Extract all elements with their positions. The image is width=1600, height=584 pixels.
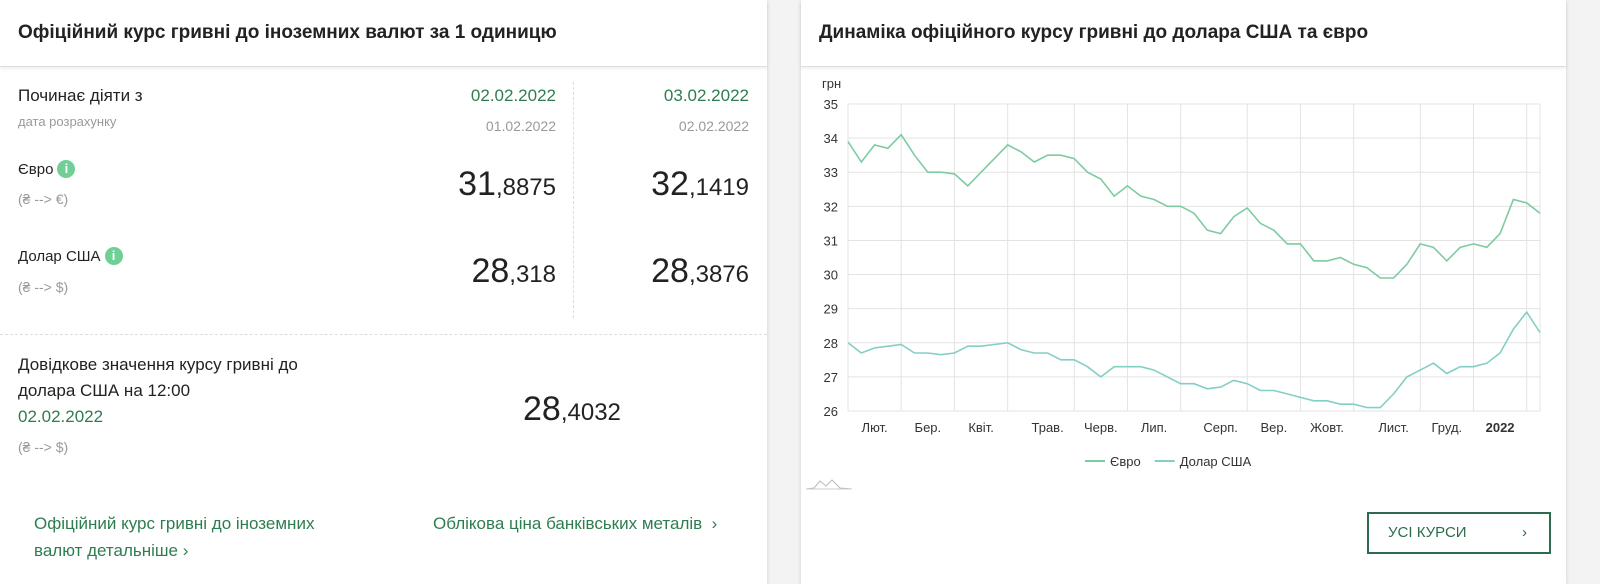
x-tick-label: Лист.: [1378, 420, 1408, 435]
row-label: Євро: [18, 161, 54, 178]
x-tick-label: Бер.: [915, 420, 942, 435]
col-date: 02.02.2022: [470, 86, 556, 105]
link[interactable]: Облікова ціна банківських металів ›: [433, 514, 718, 533]
link[interactable]: Офіційний курс гривні до іноземних валют …: [34, 514, 315, 560]
y-tick-label: 33: [824, 165, 838, 180]
col-date: 03.02.2022: [663, 86, 749, 105]
data-line: [847, 133, 1541, 279]
x-tick-label: Лип.: [1141, 420, 1167, 435]
data-line: [847, 310, 1541, 409]
button-label[interactable]: УСІ КУРСИ: [1388, 524, 1467, 541]
rate: 28,3876: [651, 252, 749, 291]
rate-fraction: ,3876: [688, 261, 749, 288]
y-tick-label: 31: [824, 233, 838, 248]
all-rates-button[interactable]: УСІ КУРСИ ›: [1367, 512, 1551, 554]
x-tick-label: Серп.: [1203, 420, 1238, 435]
x-tick-label: Квіт.: [968, 420, 994, 435]
y-tick-label: 32: [824, 199, 838, 214]
x-tick-label: Жовт.: [1310, 420, 1344, 435]
row-direction: (₴ --> €): [18, 191, 69, 207]
rate-whole: 31: [458, 165, 496, 203]
x-tick-label: 2022: [1486, 420, 1515, 435]
row-name: Долар США i: [18, 247, 123, 265]
rate-fraction: ,8875: [495, 174, 556, 201]
legend-label: Євро: [1110, 454, 1141, 469]
divider: [573, 82, 574, 318]
row-label: Долар США: [18, 248, 101, 265]
navigator-icon: [805, 479, 853, 490]
y-tick-label: 27: [824, 370, 838, 385]
chart: грн 26 27 28 29 30 31 32 33 34 35 Лют. Бер. Квіт. Тра…: [805, 76, 1541, 490]
y-tick-label: 30: [824, 268, 838, 283]
reference-text: Довідкове значення курсу гривні до: [18, 355, 298, 374]
reference-text: долара США на 12:00: [18, 381, 191, 400]
y-unit: грн: [822, 76, 841, 91]
y-tick-label: 34: [824, 131, 838, 146]
y-tick-label: 28: [824, 336, 838, 351]
info-icon[interactable]: i: [57, 160, 76, 178]
rate-fraction: ,1419: [688, 174, 749, 201]
rate: 28,4032: [523, 390, 621, 429]
rates-panel: Офіційний курс гривні до іноземних валют…: [0, 0, 767, 584]
col-calc-date: 02.02.2022: [678, 118, 749, 134]
x-tick-label: Трав.: [1032, 420, 1064, 435]
rate-fraction: ,318: [509, 261, 556, 288]
reference-direction: (₴ --> $): [18, 439, 69, 455]
row-name: Євро i: [18, 160, 76, 178]
chart-panel: Динаміка офіційного курсу гривні до дола…: [801, 0, 1566, 584]
x-tick-label: Лют.: [862, 420, 888, 435]
rate-whole: 28: [471, 252, 510, 290]
rates-title: Офіційний курс гривні до іноземних валют…: [18, 22, 557, 43]
link-text[interactable]: валют детальніше: [34, 541, 178, 560]
starts-label: Починає діяти з: [18, 86, 143, 105]
row-direction: (₴ --> $): [18, 279, 69, 295]
y-tick-label: 29: [824, 302, 838, 317]
rate: 28,318: [471, 252, 556, 291]
reference-date: 02.02.2022: [18, 407, 104, 426]
y-tick-label: 35: [824, 97, 838, 112]
x-tick-label: Вер.: [1260, 420, 1287, 435]
rate-fraction: ,4032: [560, 399, 621, 426]
x-tick-label: Груд.: [1432, 420, 1463, 435]
calc-label: дата розрахунку: [18, 114, 117, 129]
rates-header: Офіційний курс гривні до іноземних валют…: [0, 0, 767, 67]
legend-label: Долар США: [1180, 454, 1252, 469]
x-tick-label: Черв.: [1084, 420, 1118, 435]
rate-whole: 28: [523, 390, 561, 428]
rate-whole: 32: [651, 165, 689, 203]
col-calc-date: 01.02.2022: [485, 118, 556, 134]
y-tick-label: 26: [824, 404, 838, 419]
rate-whole: 28: [651, 252, 689, 290]
chart-header: Динаміка офіційного курсу гривні до дола…: [801, 0, 1566, 67]
divider: [0, 334, 767, 335]
link-text[interactable]: Облікова ціна банківських металів: [433, 514, 703, 533]
info-icon[interactable]: i: [104, 247, 123, 265]
chart-panel-title: Динаміка офіційного курсу гривні до дола…: [819, 22, 1369, 43]
rate: 31,8875: [458, 165, 556, 204]
rate: 32,1419: [651, 165, 749, 204]
link-text[interactable]: Офіційний курс гривні до іноземних: [34, 514, 315, 533]
